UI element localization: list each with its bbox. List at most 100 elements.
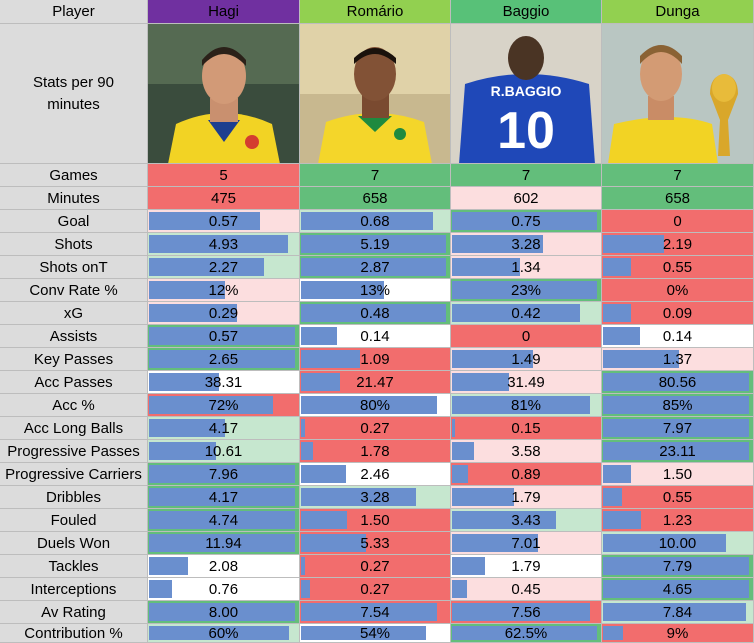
stat-cell: 10.61 xyxy=(148,440,300,463)
stat-value: 2.46 xyxy=(360,465,390,483)
data-bar xyxy=(452,350,533,368)
stat-value: 1.79 xyxy=(511,557,541,575)
stat-value: 1.78 xyxy=(360,442,390,460)
stat-value: 80.56 xyxy=(658,373,697,391)
stat-value: 62.5% xyxy=(504,624,548,642)
stat-cell: 2.08 xyxy=(148,555,300,578)
stat-cell: 0.75 xyxy=(451,210,602,233)
stat-cell: 2.27 xyxy=(148,256,300,279)
heat-background xyxy=(300,325,450,347)
stat-value: 1.49 xyxy=(511,350,541,368)
data-bar xyxy=(301,304,446,322)
stat-value: 1.50 xyxy=(360,511,390,529)
data-bar xyxy=(452,258,520,276)
data-bar xyxy=(603,396,749,414)
stat-value: 1.37 xyxy=(662,350,693,368)
stats-per-90-label: Stats per 90 minutes xyxy=(0,24,148,164)
data-bar xyxy=(301,281,384,299)
data-bar xyxy=(301,258,446,276)
heat-background xyxy=(300,578,450,600)
stat-cell: 21.47 xyxy=(300,371,451,394)
data-bar xyxy=(452,419,455,437)
stat-cell: 7.79 xyxy=(602,555,754,578)
stat-cell: 2.46 xyxy=(300,463,451,486)
stat-value: 85% xyxy=(662,396,693,414)
stat-cell: 0% xyxy=(602,279,754,302)
stat-value: 1.34 xyxy=(511,258,541,276)
stat-value: 7.96 xyxy=(208,465,239,483)
data-bar xyxy=(149,603,295,621)
data-bar xyxy=(149,396,273,414)
stat-value: 7 xyxy=(673,166,682,184)
heat-background xyxy=(300,187,450,209)
data-bar xyxy=(603,626,623,640)
stat-cell: 4.17 xyxy=(148,486,300,509)
data-bar xyxy=(301,235,446,253)
data-bar xyxy=(452,304,580,322)
data-bar xyxy=(603,327,640,345)
heat-background xyxy=(602,624,753,642)
stat-cell: 0.14 xyxy=(300,325,451,348)
stat-label-av-rating: Av Rating xyxy=(0,601,148,624)
heat-background xyxy=(451,578,601,600)
stat-cell: 1.79 xyxy=(451,486,602,509)
stat-value: 38.31 xyxy=(204,373,243,391)
heat-background xyxy=(602,164,753,186)
data-bar xyxy=(301,557,305,575)
stat-cell: 7.54 xyxy=(300,601,451,624)
stat-value: 0.68 xyxy=(360,212,390,230)
data-bar xyxy=(452,396,590,414)
data-bar xyxy=(603,373,749,391)
stat-value: 3.58 xyxy=(511,442,541,460)
stat-value: 658 xyxy=(362,189,388,207)
stat-value: 7 xyxy=(521,166,531,184)
stat-cell: 0.29 xyxy=(148,302,300,325)
stat-value: 0.29 xyxy=(208,304,239,322)
stat-value: 0.27 xyxy=(360,419,390,437)
stat-value: 0.09 xyxy=(662,304,693,322)
data-bar xyxy=(149,327,295,345)
heat-background xyxy=(148,578,299,600)
stat-cell: 60% xyxy=(148,624,300,643)
stat-value: 4.93 xyxy=(208,235,239,253)
stat-cell: 0.14 xyxy=(602,325,754,348)
stat-value: 2.87 xyxy=(360,258,390,276)
data-bar xyxy=(452,373,509,391)
stat-value: 0.27 xyxy=(360,557,390,575)
heat-background xyxy=(602,256,753,278)
stat-value: 2.19 xyxy=(662,235,693,253)
stat-cell: 4.65 xyxy=(602,578,754,601)
data-bar xyxy=(149,419,225,437)
data-bar xyxy=(149,281,225,299)
data-bar xyxy=(452,580,467,598)
data-bar xyxy=(452,281,597,299)
heat-background xyxy=(451,417,601,439)
stat-cell: 0.57 xyxy=(148,210,300,233)
stat-value: 23% xyxy=(510,281,542,299)
stat-label-acc-pct: Acc % xyxy=(0,394,148,417)
heat-background xyxy=(451,463,601,485)
stat-cell: 1.50 xyxy=(300,509,451,532)
stat-cell: 23% xyxy=(451,279,602,302)
stat-cell: 0.89 xyxy=(451,463,602,486)
data-bar xyxy=(149,212,260,230)
stat-value: 10.00 xyxy=(658,534,697,552)
player-photo-baggio: R.BAGGIO 10 xyxy=(451,24,602,164)
data-bar xyxy=(452,557,485,575)
data-bar xyxy=(301,373,340,391)
stat-value: 7.79 xyxy=(662,557,693,575)
data-bar xyxy=(603,511,641,529)
data-bar xyxy=(452,488,514,506)
data-bar xyxy=(149,350,295,368)
stat-cell: 7.84 xyxy=(602,601,754,624)
data-bar xyxy=(301,350,360,368)
data-bar xyxy=(149,442,216,460)
stat-value: 0% xyxy=(666,281,689,299)
stat-value: 7.84 xyxy=(662,603,693,621)
stat-label-shots-ont: Shots onT xyxy=(0,256,148,279)
data-bar xyxy=(301,327,337,345)
data-bar xyxy=(452,212,597,230)
data-bar xyxy=(301,534,366,552)
data-bar xyxy=(301,396,437,414)
